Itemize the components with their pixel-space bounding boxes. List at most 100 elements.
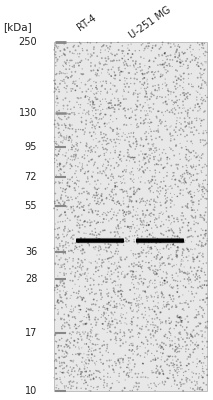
Point <box>146 382 150 388</box>
Point <box>132 62 135 69</box>
Point <box>65 186 68 192</box>
Point <box>141 151 144 157</box>
Point <box>192 370 195 377</box>
Point <box>173 152 176 159</box>
Point <box>193 153 196 159</box>
Point <box>138 330 141 337</box>
Point <box>206 318 209 325</box>
Point <box>166 300 169 306</box>
Point <box>79 248 83 254</box>
Point <box>156 294 160 301</box>
Point <box>171 285 174 291</box>
Point <box>199 232 203 238</box>
Point <box>133 107 137 113</box>
Point <box>113 186 116 193</box>
Point <box>198 46 201 53</box>
Point <box>113 304 117 310</box>
Point <box>90 289 94 296</box>
Point <box>68 217 72 224</box>
Point <box>202 116 206 123</box>
Point <box>72 374 75 380</box>
Point <box>116 242 119 248</box>
Point <box>70 137 73 143</box>
Point <box>150 128 153 135</box>
Point <box>167 254 171 261</box>
Point <box>114 266 117 273</box>
Point <box>143 151 147 158</box>
Point <box>132 62 135 68</box>
Point <box>59 185 62 191</box>
Point <box>183 119 187 125</box>
Point <box>112 144 115 150</box>
Point <box>123 57 127 63</box>
Point <box>74 180 77 186</box>
Point <box>87 286 90 292</box>
Point <box>70 247 74 254</box>
Point <box>150 196 153 203</box>
Point <box>182 79 185 86</box>
Point <box>154 69 157 75</box>
Point <box>67 312 70 318</box>
Point <box>77 290 80 297</box>
Point <box>175 362 179 368</box>
Point <box>114 191 118 197</box>
Point <box>70 332 73 338</box>
Point <box>203 329 207 335</box>
Point <box>95 220 99 226</box>
Point <box>76 363 79 370</box>
Point <box>164 66 168 73</box>
Point <box>64 302 68 308</box>
Point <box>71 278 74 284</box>
Point <box>56 236 59 242</box>
Point <box>104 210 107 216</box>
Point <box>113 316 117 322</box>
Point <box>188 91 192 98</box>
Point <box>54 365 58 372</box>
Point <box>123 223 127 230</box>
Point <box>146 244 150 251</box>
Point <box>55 384 58 391</box>
Point <box>203 78 206 85</box>
Point <box>203 66 207 72</box>
Point <box>135 208 138 215</box>
Point <box>56 45 59 51</box>
Point <box>53 80 57 87</box>
Point <box>119 295 122 302</box>
Point <box>85 273 89 279</box>
Point <box>57 343 60 349</box>
Point <box>157 122 160 129</box>
Point <box>162 146 166 153</box>
Point <box>128 115 131 121</box>
Point <box>94 79 98 86</box>
Point <box>99 246 102 252</box>
Point <box>83 256 87 263</box>
Point <box>142 276 145 282</box>
Point <box>117 231 120 237</box>
Point <box>132 154 135 161</box>
Point <box>178 269 182 275</box>
Point <box>123 209 126 216</box>
Point <box>101 211 104 218</box>
Point <box>68 134 71 140</box>
Point <box>124 296 127 302</box>
Point <box>131 347 134 353</box>
Point <box>62 202 66 208</box>
Point <box>103 227 107 234</box>
Point <box>81 71 84 78</box>
FancyBboxPatch shape <box>54 42 207 391</box>
Point <box>130 114 133 120</box>
Point <box>136 280 140 286</box>
Point <box>81 154 84 160</box>
Point <box>155 348 159 354</box>
Point <box>91 308 94 314</box>
Point <box>57 179 60 185</box>
Point <box>86 190 89 197</box>
Point <box>118 140 121 147</box>
Point <box>201 338 204 345</box>
Point <box>128 367 131 373</box>
Point <box>174 107 177 113</box>
Point <box>64 330 68 336</box>
Point <box>75 204 79 210</box>
Point <box>104 279 108 286</box>
Point <box>60 180 64 186</box>
